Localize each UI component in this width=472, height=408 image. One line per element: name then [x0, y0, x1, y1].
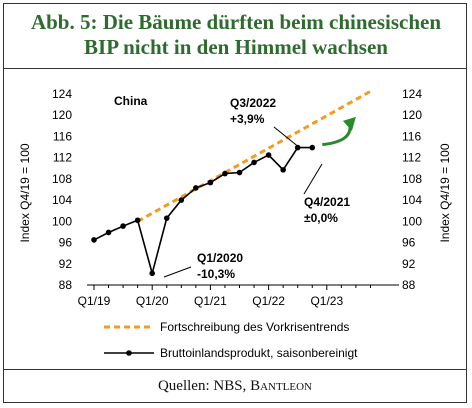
gdp-point: [120, 223, 126, 229]
x-axis: Q1/19 Q1/20 Q1/21 Q1/22 Q1/23: [78, 285, 371, 308]
y-tick-left: 104: [52, 193, 72, 207]
x-tick-label: Q1/22: [252, 294, 285, 308]
y-tick-left: 108: [52, 172, 72, 186]
gdp-point: [280, 167, 286, 173]
annotation-q1-2020-leader: [163, 266, 192, 278]
annotation-q4-2021-label: Q4/2021: [304, 195, 350, 209]
title-divider: [4, 68, 466, 69]
trend-line: [136, 90, 372, 223]
annotation-q1-2020-value: -10,3%: [197, 267, 235, 281]
annotations: Q3/2022 +3,9% Q4/2021 ±0,0% Q1/2020 -10,3%: [163, 96, 350, 281]
gdp-point: [265, 152, 272, 158]
x-tick-label: Q1/20: [136, 294, 169, 308]
title-line-2: BIP nicht in den Himmel wachsen: [84, 35, 388, 59]
x-tick-label: Q1/23: [310, 294, 343, 308]
figure-frame: Abb. 5: Die Bäume dürften beim chinesisc…: [3, 3, 467, 403]
y-tick-right: 108: [402, 172, 422, 186]
y-axis-label-left: Index Q4/19 = 100: [18, 143, 32, 242]
y-axis-left: 88 92 96 100 104 108 112 116 120 124: [52, 87, 72, 292]
y-tick-left: 112: [53, 151, 72, 165]
gdp-point: [222, 170, 228, 177]
y-tick-right: 112: [402, 151, 421, 165]
legend-trend-label: Fortschreibung des Vorkrisentrends: [160, 320, 349, 334]
gdp-point: [149, 270, 155, 277]
y-tick-left: 116: [53, 129, 72, 143]
annotation-q3-2022-value: +3,9%: [230, 112, 265, 126]
source-divider: [4, 369, 466, 370]
y-tick-right: 92: [402, 257, 416, 271]
source-note: Quellen: NBS, Bantleon: [4, 378, 466, 395]
y-tick-right: 120: [402, 108, 422, 122]
title-line-1: Abb. 5: Die Bäume dürften beim chinesisc…: [30, 10, 442, 34]
gdp-point: [309, 144, 316, 151]
forecast-arrow-head: [342, 116, 356, 131]
annotation-q3-2022-label: Q3/2022: [230, 96, 276, 110]
forecast-arrow-shaft: [322, 124, 352, 147]
y-tick-right: 100: [402, 214, 422, 228]
y-tick-left: 96: [59, 236, 73, 250]
x-tick-label: Q1/21: [194, 294, 227, 308]
gdp-point: [91, 237, 97, 243]
y-tick-right: 116: [402, 129, 421, 143]
gdp-chart: 88 92 96 100 104 108 112 116 120 124 88 92 96 100 104…: [18, 87, 452, 360]
annotation-q1-2020-label: Q1/2020: [197, 251, 243, 265]
x-tick-label: Q1/19: [78, 294, 111, 308]
annotation-q4-2021-leader: [303, 163, 323, 195]
gdp-point: [207, 179, 214, 186]
gdp-point: [178, 197, 185, 203]
panel-label: China: [114, 94, 148, 108]
y-tick-right: 96: [402, 236, 416, 250]
legend-gdp-marker: [126, 350, 132, 356]
gdp-point: [193, 185, 199, 191]
y-axis-right: 88 92 96 100 104 108 112 116 120 124: [402, 87, 422, 292]
annotation-q3-2022-leader: [273, 126, 301, 149]
y-axis-label-right: Index Q4/19 = 100: [438, 143, 452, 242]
y-tick-left: 100: [52, 214, 72, 228]
y-tick-right: 104: [402, 193, 422, 207]
figure-title: Abb. 5: Die Bäume dürften beim chinesisc…: [4, 10, 468, 60]
y-tick-right: 124: [402, 87, 422, 101]
source-prefix: Quellen: NBS,: [157, 378, 251, 394]
y-tick-left: 92: [59, 257, 73, 271]
gdp-point: [236, 169, 243, 176]
gdp-point: [251, 159, 257, 166]
trend-series: [136, 90, 372, 223]
gdp-point: [134, 217, 141, 224]
gdp-point: [163, 215, 170, 221]
forecast-arrow: [322, 116, 356, 147]
y-tick-left: 88: [59, 278, 73, 292]
annotation-q4-2021-value: ±0,0%: [304, 211, 338, 225]
y-tick-left: 124: [52, 87, 72, 101]
legend-gdp-label: Bruttoinlandsprodukt, saisonbereinigt: [160, 346, 358, 360]
y-tick-right: 88: [402, 278, 416, 292]
source-name: Bantleon: [250, 378, 313, 394]
gdp-point: [294, 144, 301, 151]
y-tick-left: 120: [52, 108, 72, 122]
gdp-point: [105, 229, 112, 236]
gdp-line: [93, 146, 313, 277]
gdp-series: [91, 144, 316, 277]
